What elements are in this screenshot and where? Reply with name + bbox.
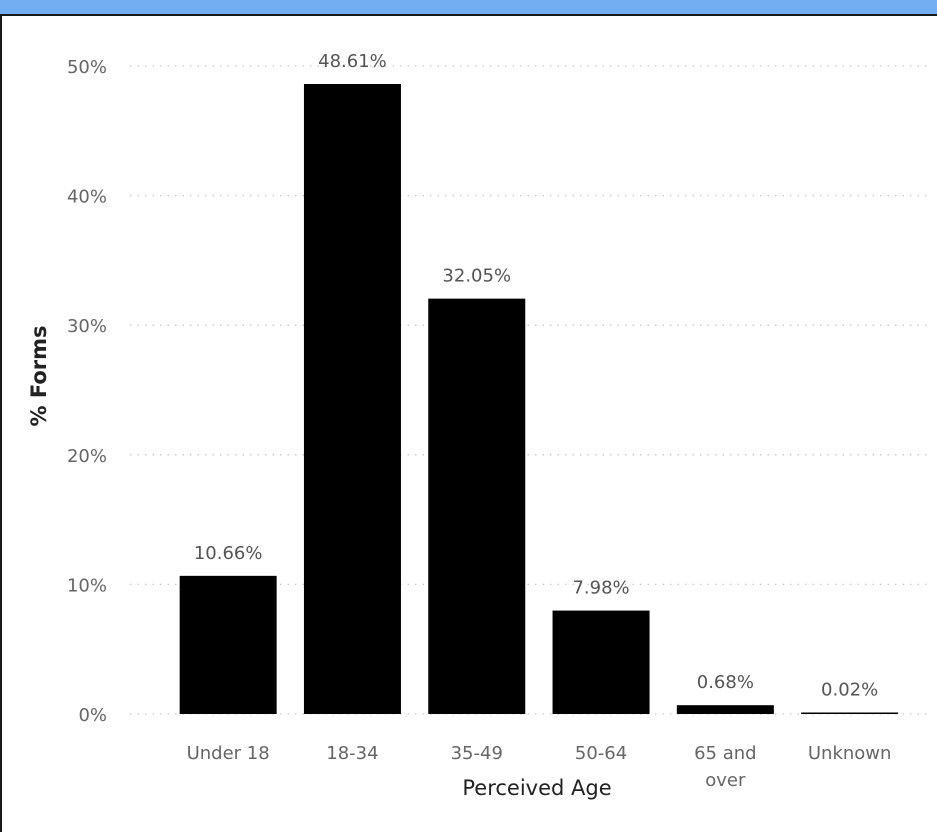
x-tick-label: 65 and — [694, 743, 757, 764]
y-tick-label: 10% — [67, 575, 107, 596]
bar — [801, 712, 899, 714]
y-tick-label: 20% — [67, 446, 107, 467]
y-axis-ticks: 0% 10% 20% 30% 40% 50% — [67, 57, 107, 726]
x-tick-label: over — [705, 770, 746, 791]
x-tick-label: Under 18 — [187, 743, 270, 764]
bar — [552, 610, 650, 714]
bar — [179, 575, 277, 714]
data-label: 32.05% — [442, 266, 511, 287]
data-label: 48.61% — [318, 51, 387, 72]
y-tick-label: 30% — [67, 316, 107, 337]
data-label: 7.98% — [572, 578, 629, 599]
data-label: 0.68% — [697, 672, 754, 693]
bars — [179, 84, 899, 714]
x-tick-label: 35-49 — [451, 743, 503, 764]
x-axis-ticks: Under 18 18-34 35-49 50-64 65 and over Unknown — [187, 743, 892, 791]
y-tick-label: 40% — [67, 187, 107, 208]
bar — [303, 84, 401, 714]
y-tick-label: 50% — [67, 57, 107, 78]
x-axis-title: Perceived Age — [462, 776, 611, 800]
data-label: 10.66% — [194, 543, 263, 564]
visual-header-strip — [0, 0, 937, 16]
x-tick-label: Unknown — [808, 743, 892, 764]
y-axis-title: % Forms — [27, 325, 51, 426]
x-tick-label: 50-64 — [575, 743, 627, 764]
bar — [676, 705, 774, 714]
data-labels: 10.66% 48.61% 32.05% 7.98% 0.68% 0.02% — [194, 51, 878, 700]
y-tick-label: 0% — [78, 705, 107, 726]
bar — [428, 298, 526, 714]
x-tick-label: 18-34 — [326, 743, 378, 764]
data-label: 0.02% — [821, 680, 878, 701]
